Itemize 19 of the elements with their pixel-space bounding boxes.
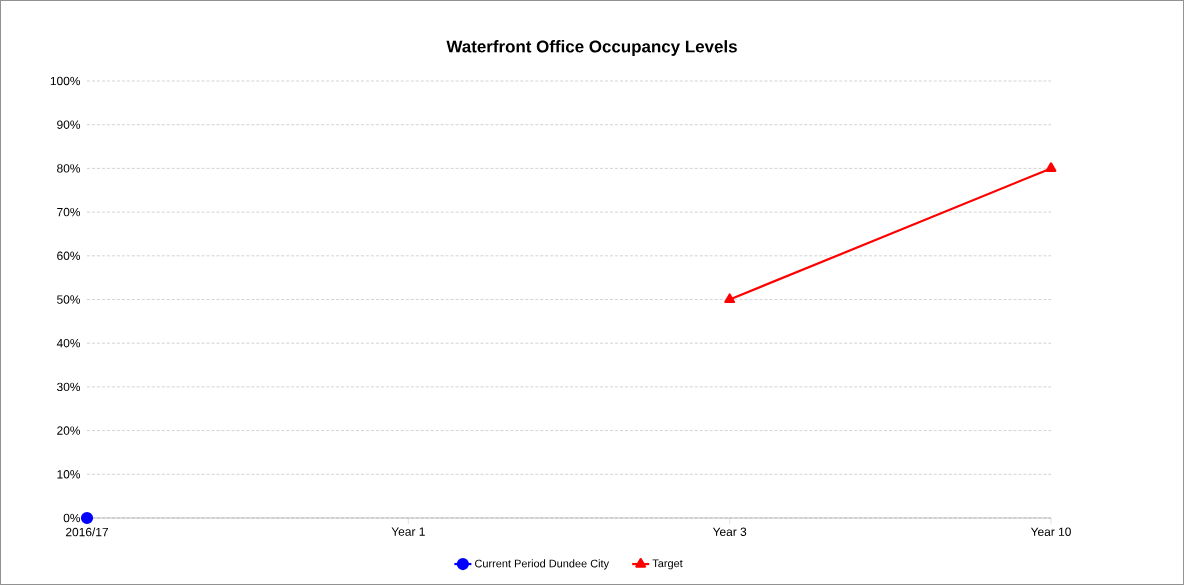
x-tick-label: Year 10 [1030, 527, 1071, 536]
y-tick-label: 50% [57, 295, 81, 304]
y-tick-label: 30% [57, 382, 81, 392]
y-tick-label: 40% [56, 338, 81, 348]
y-tick-label: 100% [50, 76, 81, 86]
y-tick-label: 20% [57, 426, 81, 435]
x-tick-label: 2016/17 [65, 527, 108, 537]
y-tick-label: 60% [57, 251, 81, 261]
x-tick-label: Year 1 [391, 527, 425, 536]
legend-label: Target [652, 559, 683, 570]
chart-title: Waterfront Office Occupancy Levels [446, 40, 737, 56]
point [80, 511, 94, 525]
y-tick-label: 80% [57, 164, 81, 173]
legend-label: Current Period Dundee City [475, 559, 610, 570]
x-tick-label: Year 3 [712, 527, 747, 536]
y-tick-label: 70% [57, 207, 81, 217]
y-tick-label: 0% [63, 513, 81, 523]
y-tick-label: 90% [57, 120, 81, 129]
y-tick-label: 10% [57, 470, 81, 479]
